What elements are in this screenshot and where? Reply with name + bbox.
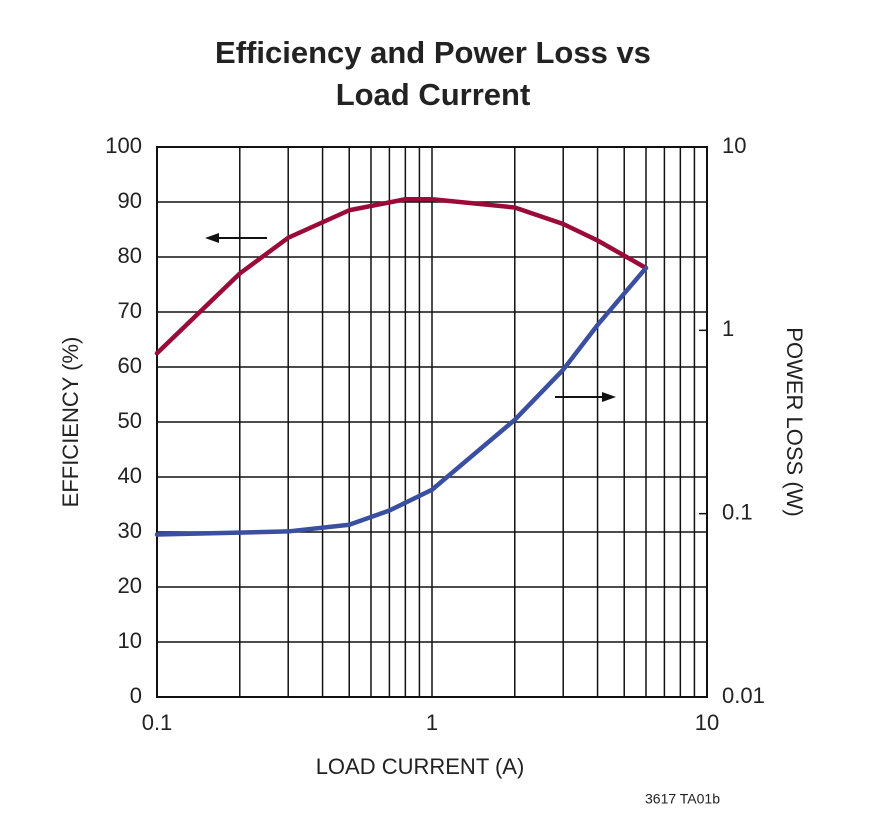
y-tick-label: 70 — [118, 298, 142, 323]
y-tick-label: 0 — [130, 683, 142, 708]
y-tick-label: 40 — [118, 463, 142, 488]
y2-tick-label: 0.1 — [722, 499, 753, 524]
y-tick-label: 60 — [118, 353, 142, 378]
y2-axis-label: POWER LOSS (W) — [782, 327, 807, 516]
arrowhead — [205, 233, 219, 243]
y2-tick-label: 1 — [722, 316, 734, 341]
y-tick-label: 100 — [105, 133, 142, 158]
grid — [156, 146, 708, 698]
y-tick-label: 10 — [118, 628, 142, 653]
x-tick-label: 0.1 — [142, 710, 173, 735]
x-tick-label: 10 — [695, 710, 719, 735]
chart-title: Efficiency and Power Loss vs Load Curren… — [215, 35, 651, 112]
y-tick-label: 50 — [118, 408, 142, 433]
y-tick-label: 80 — [118, 243, 142, 268]
y-tick-label: 30 — [118, 518, 142, 543]
y-axis-label: EFFICIENCY (%) — [58, 337, 83, 508]
line-series — [154, 197, 649, 356]
footnote: 3617 TA01b — [645, 791, 720, 807]
y-tick-label: 90 — [118, 188, 142, 213]
y2-tick-label: 0.01 — [722, 683, 765, 708]
plot-frame — [156, 146, 708, 698]
x-tick-label: 1 — [426, 710, 438, 735]
arrowhead — [602, 392, 616, 402]
line-series — [154, 265, 649, 537]
y-tick-label: 20 — [118, 573, 142, 598]
y2-tick-label: 10 — [722, 133, 746, 158]
x-axis-label: LOAD CURRENT (A) — [316, 754, 525, 779]
